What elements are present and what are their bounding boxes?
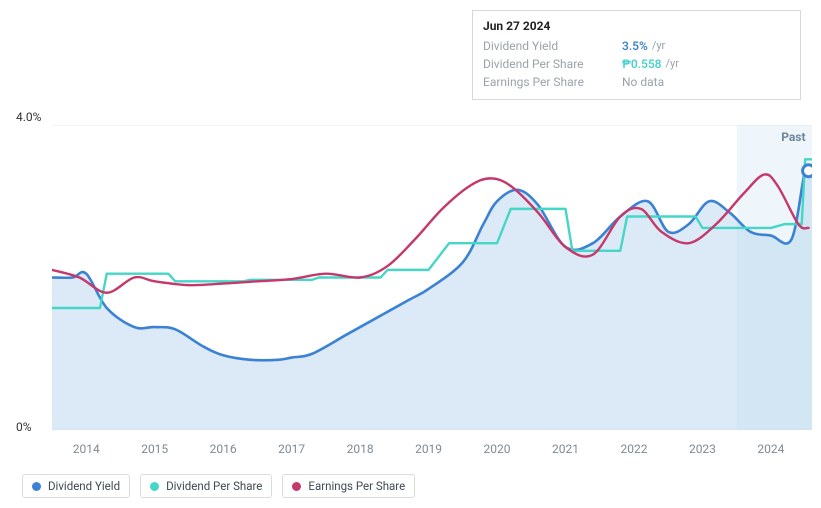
x-axis-label: 2017: [278, 442, 305, 456]
x-axis-label: 2020: [484, 442, 511, 456]
chart-plot[interactable]: [52, 125, 812, 430]
tooltip-dy-label: Dividend Yield: [483, 37, 618, 55]
chart-legend: Dividend Yield Dividend Per Share Earnin…: [22, 474, 415, 498]
chart-container: Jun 27 2024 Dividend Yield 3.5% /yr Divi…: [0, 0, 821, 508]
legend-item-dps[interactable]: Dividend Per Share: [140, 474, 272, 498]
x-axis-label: 2015: [141, 442, 168, 456]
y-axis-top-label: 4.0%: [16, 110, 41, 124]
chart-tooltip: Jun 27 2024 Dividend Yield 3.5% /yr Divi…: [472, 10, 801, 100]
tooltip-row-dy: Dividend Yield 3.5% /yr: [483, 37, 790, 55]
x-axis-label: 2019: [415, 442, 442, 456]
tooltip-eps-value: No data: [622, 73, 664, 91]
legend-dot-dy: [32, 482, 41, 491]
x-axis-label: 2022: [620, 442, 647, 456]
x-axis-label: 2018: [347, 442, 374, 456]
x-axis-label: 2024: [757, 442, 784, 456]
legend-label-eps: Earnings Per Share: [308, 479, 405, 493]
tooltip-row-eps: Earnings Per Share No data: [483, 73, 790, 91]
legend-dot-dps: [150, 482, 159, 491]
tooltip-dy-suffix: /yr: [652, 38, 665, 55]
tooltip-dps-label: Dividend Per Share: [483, 55, 618, 73]
y-axis-bottom-label: 0%: [16, 420, 32, 434]
x-axis-label: 2021: [552, 442, 579, 456]
tooltip-dy-value: 3.5%: [622, 37, 648, 55]
legend-item-dy[interactable]: Dividend Yield: [22, 474, 130, 498]
legend-label-dps: Dividend Per Share: [166, 479, 262, 493]
tooltip-dps-value: ₱0.558: [622, 55, 662, 73]
tooltip-date: Jun 27 2024: [483, 19, 790, 33]
tooltip-row-dps: Dividend Per Share ₱0.558 /yr: [483, 55, 790, 73]
x-axis-label: 2023: [689, 442, 716, 456]
legend-dot-eps: [292, 482, 301, 491]
chart-svg: [52, 125, 812, 430]
x-axis-label: 2014: [73, 442, 100, 456]
legend-label-dy: Dividend Yield: [48, 479, 120, 493]
legend-item-eps[interactable]: Earnings Per Share: [282, 474, 415, 498]
tooltip-eps-label: Earnings Per Share: [483, 73, 618, 91]
tooltip-dps-suffix: /yr: [666, 56, 679, 73]
x-axis-label: 2016: [210, 442, 237, 456]
